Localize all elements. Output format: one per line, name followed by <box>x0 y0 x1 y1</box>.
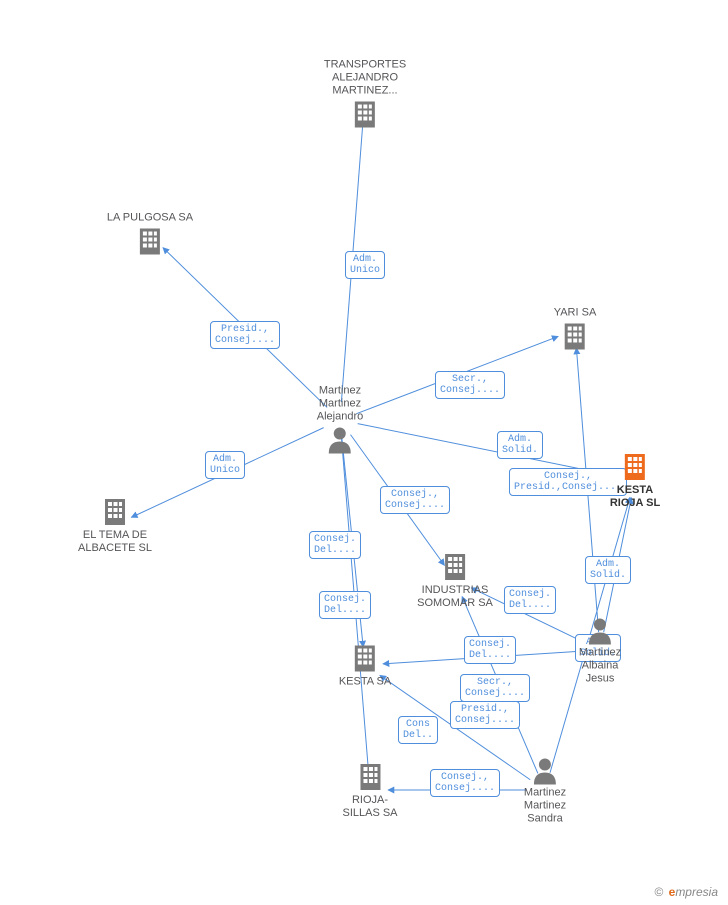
edge-line <box>576 348 598 632</box>
edge-line <box>462 597 538 774</box>
edge-label: Consej.Del.... <box>319 591 371 619</box>
edge-line <box>351 435 445 566</box>
building-icon <box>101 497 129 527</box>
edge-line <box>341 113 363 402</box>
edge-line <box>342 438 363 647</box>
person-icon <box>587 617 613 645</box>
person-icon <box>327 426 353 454</box>
node-label: LA PULGOSA SA <box>107 212 193 225</box>
building-icon <box>356 762 384 792</box>
node-label: MartinezMartinezAlejandro <box>317 385 363 424</box>
edge-label: Consej.,Consej.... <box>380 486 450 514</box>
edge-label: Consej.,Consej.... <box>430 769 500 797</box>
node-label: INDUSTRIASSOMOMAR SA <box>417 584 493 610</box>
edge-label: Adm.Solid. <box>497 431 543 459</box>
node-label: YARI SA <box>554 307 597 320</box>
node-label: EL TEMA DEALBACETE SL <box>78 529 152 555</box>
watermark: © empresia <box>654 885 718 899</box>
node-rioja_sillas: RIOJA-SILLAS SA <box>342 760 397 820</box>
edge-line <box>380 675 530 779</box>
node-kesta_rioja: KESTARIOJA SL <box>610 450 660 510</box>
node-label: KESTARIOJA SL <box>610 484 660 510</box>
building-icon <box>351 644 379 674</box>
edge-label: Presid.,Consej.... <box>450 701 520 729</box>
building-icon <box>621 452 649 482</box>
node-kesta_sa: KESTA SA <box>339 642 391 689</box>
edge-label: Secr.,Consej.... <box>460 674 530 702</box>
building-icon <box>136 227 164 257</box>
node-p_sandra: MartinezMartinezSandra <box>524 755 566 826</box>
node-label: TRANSPORTESALEJANDROMARTINEZ... <box>324 59 406 98</box>
person-icon <box>532 757 558 785</box>
edge-line <box>383 651 582 664</box>
edge-label: ConsDel.. <box>398 716 438 744</box>
edge-line <box>131 428 323 518</box>
node-label: MartinezAlbainaJesus <box>579 647 621 686</box>
edge-line <box>358 424 618 477</box>
building-icon <box>561 322 589 352</box>
brand-rest: mpresia <box>675 885 718 899</box>
node-industrias: INDUSTRIASSOMOMAR SA <box>417 550 493 610</box>
edge-label: Presid.,Consej.... <box>210 321 280 349</box>
edge-line <box>163 248 327 408</box>
edge-line <box>357 336 558 413</box>
building-icon <box>441 552 469 582</box>
node-pulgosa: LA PULGOSA SA <box>107 212 193 259</box>
building-icon <box>351 100 379 130</box>
node-p_jesus: MartinezAlbainaJesus <box>579 615 621 686</box>
node-label: MartinezMartinezSandra <box>524 787 566 826</box>
network-diagram: Adm.UnicoPresid.,Consej....Secr.,Consej.… <box>0 0 728 905</box>
node-p_alejandro: MartinezMartinezAlejandro <box>317 385 363 456</box>
node-transportes: TRANSPORTESALEJANDROMARTINEZ... <box>324 59 406 132</box>
edge-line <box>471 588 584 642</box>
edge-label: Consej.,Presid.,Consej.... <box>509 468 627 496</box>
edge-label: Adm.Unico <box>205 451 245 479</box>
edge-label: Secr.,Consej.... <box>435 371 505 399</box>
node-label: KESTA SA <box>339 676 391 689</box>
edge-label: Consej.Del.... <box>464 636 516 664</box>
edge-line <box>341 438 368 772</box>
copyright-symbol: © <box>654 885 663 899</box>
node-yari: YARI SA <box>554 307 597 354</box>
edge-label: Adm.Unico <box>345 251 385 279</box>
edges-layer <box>0 0 728 905</box>
edge-line <box>550 497 630 772</box>
edge-label: Consej.Del.... <box>309 531 361 559</box>
edge-label: Adm.Solid. <box>575 634 621 662</box>
edge-label: Consej.Del.... <box>504 586 556 614</box>
edge-line <box>604 498 632 633</box>
edge-label: Adm.Solid. <box>585 556 631 584</box>
node-eltema: EL TEMA DEALBACETE SL <box>78 495 152 555</box>
node-label: RIOJA-SILLAS SA <box>342 794 397 820</box>
